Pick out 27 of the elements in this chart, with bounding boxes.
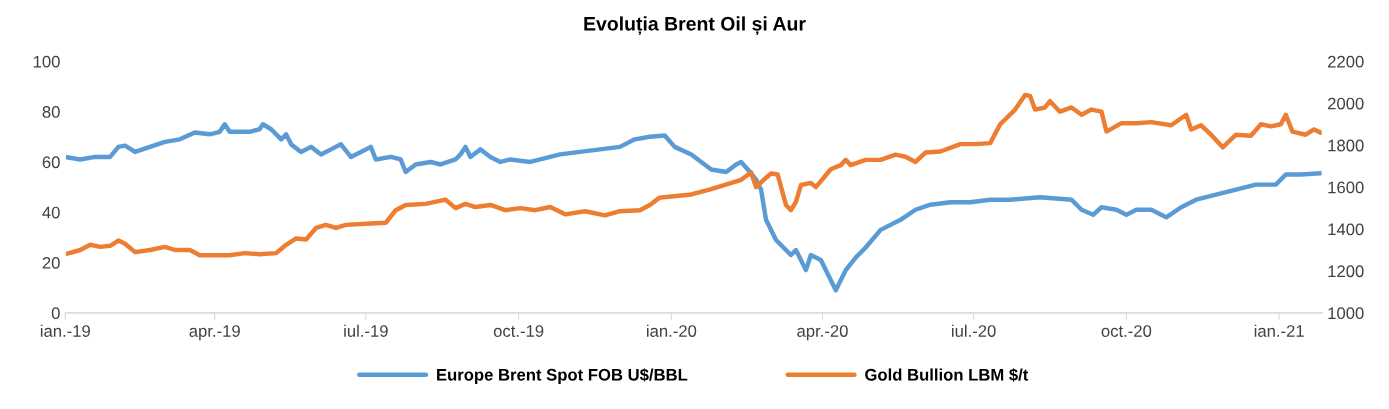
y-tick-label: 0 [51,307,60,320]
legend-label: Europe Brent Spot FOB U$/BBL [437,368,688,384]
x-tick-label: ian.-19 [40,324,90,337]
y2-tick-label: 1600 [1328,181,1364,194]
line-series [65,92,1323,258]
y-tick-label: 60 [42,156,60,169]
y-tick-label: 40 [42,206,60,219]
y2-tick-label: 2000 [1328,97,1364,110]
x-tick-label: apr.-19 [189,325,240,341]
y-tick-label: 100 [33,55,60,68]
y2-tick-label: 1400 [1328,223,1364,236]
x-tick-label: apr.-20 [797,325,848,341]
y2-tick-label: 1000 [1328,307,1364,320]
legend-label: Gold Bullion LBM $/t [865,368,1029,382]
y2-tick-label: 1800 [1328,139,1364,152]
line-series [65,122,1323,293]
y-tick-label: 80 [42,106,60,118]
chart-title: Evoluția Brent Oil și Aur [584,16,806,35]
y-tick-label: 20 [42,256,60,269]
x-tick-label: iul.-19 [344,324,388,337]
x-tick-label: oct.-19 [493,325,544,337]
x-tick-label: ian.-20 [647,324,697,337]
x-tick-label: iul.-20 [952,324,996,337]
y2-tick-label: 1200 [1328,265,1364,278]
y2-tick-label: 2200 [1328,55,1364,68]
x-tick-label: oct.-20 [1101,325,1152,337]
x-tick-label: ian.-21 [1254,324,1304,337]
